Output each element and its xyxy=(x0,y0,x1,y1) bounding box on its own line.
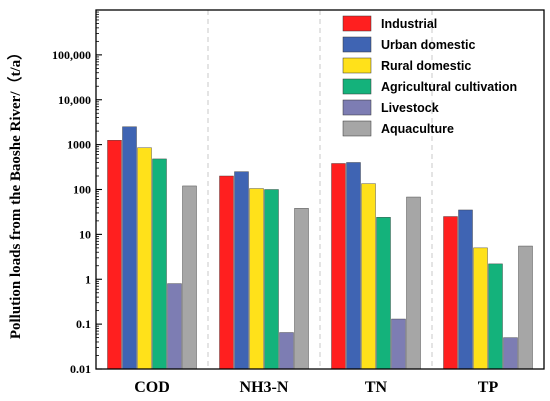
bar xyxy=(361,183,376,370)
bar xyxy=(503,337,518,370)
legend-label: Urban domestic xyxy=(381,38,476,52)
legend-swatch xyxy=(342,15,372,32)
legend-label: Aquaculture xyxy=(381,122,454,136)
bar xyxy=(331,163,346,370)
x-tick-label: COD xyxy=(134,379,170,396)
y-tick-label: 100,000 xyxy=(52,48,91,62)
bar xyxy=(391,318,406,370)
bar xyxy=(249,188,264,370)
bar xyxy=(443,216,458,370)
bar xyxy=(518,245,533,370)
bar xyxy=(234,171,249,370)
legend: Industrial Urban domestic Rural domestic Ag… xyxy=(342,15,517,137)
bar xyxy=(473,247,488,370)
x-tick-label: NH3-N xyxy=(240,379,289,396)
bar xyxy=(294,208,309,370)
legend-label: Rural domestic xyxy=(381,59,471,73)
bar xyxy=(279,332,294,370)
bar xyxy=(376,217,391,370)
y-tick-label: 10 xyxy=(79,227,91,241)
y-tick-label: 1000 xyxy=(67,138,91,152)
legend-swatch xyxy=(342,57,372,74)
bar xyxy=(122,126,137,370)
legend-swatch xyxy=(342,99,372,116)
legend-swatch xyxy=(342,36,372,53)
bar xyxy=(346,162,361,370)
y-axis-label: Pollution loads from the Baoshe River/（t… xyxy=(6,45,24,339)
legend-label: Livestock xyxy=(381,101,439,115)
bar xyxy=(264,189,279,370)
bar xyxy=(458,209,473,370)
y-tick-label: 1 xyxy=(85,272,91,286)
plot-area: COD NH3-N TN TP 0.01 0.1 1 10 100 1000 10,000 100,0… xyxy=(52,9,545,396)
y-tick-label: 0.1 xyxy=(76,317,91,331)
legend-swatch xyxy=(342,120,372,137)
bar xyxy=(152,158,167,370)
bar xyxy=(219,175,234,370)
bar xyxy=(406,196,421,370)
legend-label: Industrial xyxy=(381,17,437,31)
y-tick-label: 100 xyxy=(73,183,91,197)
legend-label: Agricultural cultivation xyxy=(381,80,517,94)
x-tick-label: TP xyxy=(478,379,499,396)
bar xyxy=(167,283,182,370)
bar xyxy=(137,147,152,370)
bar xyxy=(488,263,503,370)
legend-swatch xyxy=(342,78,372,95)
y-tick-label: 10,000 xyxy=(58,93,91,107)
bar xyxy=(107,140,122,370)
x-tick-label: TN xyxy=(365,379,388,396)
y-tick-label: 0.01 xyxy=(70,362,91,376)
bar xyxy=(182,185,197,370)
